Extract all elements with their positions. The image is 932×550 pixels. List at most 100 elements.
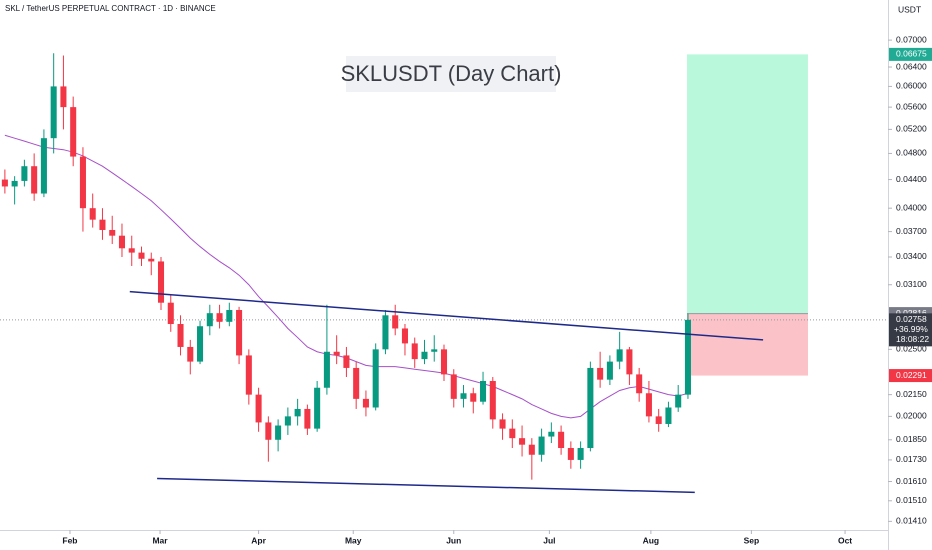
entry-price-label: 0.02816: [896, 308, 927, 318]
countdown-label: 18:08:22: [896, 334, 929, 344]
candle-body: [31, 166, 38, 194]
candle-body: [226, 309, 233, 322]
candle-body: [372, 349, 379, 408]
candle-body: [236, 309, 243, 356]
x-tick-label: Mar: [152, 535, 168, 545]
candle-body: [587, 367, 594, 449]
candle-body: [197, 326, 204, 362]
candle-body: [333, 351, 340, 356]
last-price-label: 0.02758: [896, 314, 927, 324]
y-tick-label: 0.02150: [896, 389, 927, 399]
candle-body: [304, 408, 311, 429]
candle-body: [411, 343, 418, 360]
candle-body: [636, 374, 643, 394]
target-zone: [686, 54, 808, 314]
candle-body: [558, 431, 565, 449]
y-tick-label: 0.01850: [896, 434, 927, 444]
candle-body: [138, 252, 145, 259]
candle-body: [157, 261, 165, 303]
y-tick-label: 0.04000: [896, 202, 927, 212]
candle-body: [255, 394, 262, 423]
candle-body: [480, 380, 487, 402]
candle-body: [148, 258, 155, 262]
symbol-header: SKL / TetherUS PERPETUAL CONTRACT · 1D ·…: [5, 4, 216, 13]
x-tick-label: Feb: [62, 535, 77, 545]
y-tick-label: 0.04400: [896, 174, 927, 184]
candle-body: [616, 349, 623, 362]
y-tick-label: 0.02500: [896, 344, 927, 354]
candle-body: [431, 349, 438, 352]
candle-body: [538, 436, 545, 455]
y-tick-label: 0.01510: [896, 495, 927, 505]
x-tick-label: Apr: [251, 535, 266, 545]
candle-body: [489, 380, 496, 420]
change-label: +36.99%: [894, 324, 928, 334]
candle-body: [99, 219, 106, 230]
candle-body: [450, 374, 457, 399]
y-tick-label: 0.03700: [896, 226, 927, 236]
candle-body: [675, 394, 682, 408]
candle-body: [499, 419, 506, 429]
candle-body: [401, 328, 408, 344]
x-tick-label: Jul: [543, 535, 555, 545]
candle-body: [40, 138, 47, 194]
candle-body: [392, 315, 399, 329]
candle-body: [21, 166, 28, 181]
candle-body: [470, 393, 477, 402]
candle-body: [1, 179, 8, 187]
candle-body: [187, 346, 194, 362]
stop-zone: [686, 313, 808, 376]
candle-body: [109, 229, 116, 236]
candle-body: [284, 416, 291, 426]
candle-body: [460, 393, 467, 399]
candle-body: [294, 408, 301, 417]
candle-body: [79, 156, 86, 209]
candle-body: [440, 349, 448, 375]
y-tick-label: 0.05200: [896, 124, 927, 134]
candle-body: [684, 319, 691, 395]
candle-body: [655, 416, 662, 424]
candle-body: [177, 324, 184, 347]
candle-body: [275, 425, 282, 440]
y-tick-label: 0.01410: [896, 516, 927, 526]
y-tick-label: 0.05600: [896, 101, 927, 111]
candle-body: [89, 208, 96, 220]
y-tick-label: 0.06000: [896, 81, 927, 91]
stop-price-label-bg: [889, 369, 932, 383]
chart-title: SKLUSDT (Day Chart): [341, 61, 562, 86]
candle-body: [118, 235, 126, 249]
last-price-box: [889, 313, 932, 347]
target-price-label-bg: [889, 47, 932, 61]
candle-body: [70, 107, 77, 157]
candle-body: [382, 315, 389, 350]
candle-body: [626, 349, 633, 375]
candle-body: [519, 438, 526, 445]
candle-body: [245, 355, 252, 395]
candle-body: [343, 355, 350, 368]
currency-label: USDT: [898, 4, 921, 14]
x-tick-label: Jun: [446, 535, 461, 545]
candle-body: [362, 398, 369, 408]
target-price-label: 0.06675: [896, 49, 927, 59]
candle-body: [606, 361, 613, 380]
candle-body: [509, 428, 516, 439]
x-tick-label: May: [345, 535, 362, 545]
y-tick-label: 0.04800: [896, 148, 927, 158]
candle-body: [216, 313, 223, 322]
candle-body: [567, 448, 574, 460]
candle-body: [528, 444, 535, 455]
candle-body: [50, 86, 57, 139]
y-tick-label: 0.03100: [896, 279, 927, 289]
candle-body: [206, 313, 213, 327]
trend-line: [129, 290, 764, 341]
candle-body: [323, 351, 330, 388]
x-tick-label: Oct: [838, 535, 852, 545]
candle-body: [167, 302, 174, 325]
y-tick-label: 0.06400: [896, 61, 927, 71]
candle-body: [577, 448, 584, 460]
candle-body: [597, 367, 604, 380]
candle-body: [665, 407, 672, 424]
candle-body: [314, 387, 321, 429]
x-tick-label: Aug: [643, 535, 660, 545]
